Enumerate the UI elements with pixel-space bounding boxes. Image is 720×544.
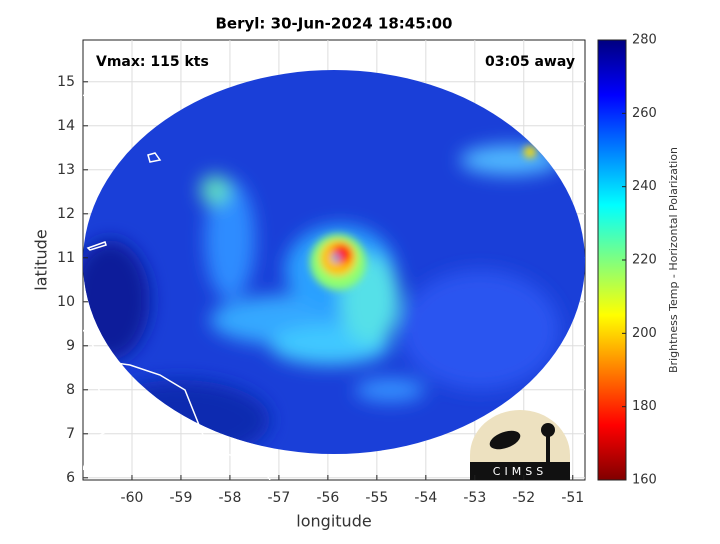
x-tick-label: -53	[463, 490, 486, 506]
x-tick-label: -58	[218, 490, 241, 506]
y-tick-label: 10	[57, 294, 75, 310]
y-tick-label: 15	[57, 74, 75, 90]
logo-tower	[546, 435, 550, 463]
x-tick-label: -60	[121, 490, 144, 506]
coast-island	[147, 152, 162, 163]
logo-tank	[541, 423, 555, 437]
colorbar	[597, 39, 627, 481]
x-tick-label: -59	[170, 490, 193, 506]
x-tick-label: -56	[316, 490, 339, 506]
coast-islands	[83, 94, 91, 141]
y-tick-label: 9	[66, 338, 75, 354]
annotation: Vmax: 115 kts	[96, 54, 209, 70]
coastline	[83, 94, 271, 480]
colorbar-tick-label: 200	[632, 326, 657, 341]
colorbar-tick-label: 260	[632, 106, 657, 121]
x-tick-label: -55	[365, 490, 388, 506]
annotation: 03:05 away	[485, 54, 575, 70]
coast-tobago	[86, 241, 107, 251]
x-tick-label: -52	[512, 490, 535, 506]
y-tick-label: 7	[66, 426, 75, 442]
logo-band	[470, 462, 570, 480]
eye-wall	[310, 146, 536, 290]
colorbar-tick-label: 280	[632, 33, 657, 48]
colorbar-tick-label: 180	[632, 399, 657, 414]
x-tick-label: -51	[561, 490, 584, 506]
x-tick-label: -54	[414, 490, 437, 506]
y-tick-label: 14	[57, 118, 75, 134]
y-tick-label: 12	[57, 206, 75, 222]
colorbar-tick-label: 160	[632, 473, 657, 488]
y-axis-label: latitude	[32, 229, 51, 290]
logo-text: CIMSS	[493, 465, 547, 478]
y-tick-label: 11	[57, 250, 75, 266]
y-tick-label: 8	[66, 382, 75, 398]
colorbar-label: Brightness Temp - Horizontal Polarizatio…	[667, 147, 680, 373]
coast-trinidad	[83, 329, 101, 361]
colorbar-tick-label: 220	[632, 253, 657, 268]
x-tick-label: -57	[267, 490, 290, 506]
coast-south-america	[83, 361, 271, 480]
y-tick-label: 13	[57, 162, 75, 178]
chart-title: Beryl: 30-Jun-2024 18:45:00	[216, 15, 453, 33]
colorbar-tick-label: 240	[632, 179, 657, 194]
logo-dish	[489, 430, 521, 450]
cimss-logo: CIMSS	[470, 410, 570, 480]
y-tick-label: 6	[66, 470, 75, 486]
x-axis-label: longitude	[296, 512, 371, 531]
